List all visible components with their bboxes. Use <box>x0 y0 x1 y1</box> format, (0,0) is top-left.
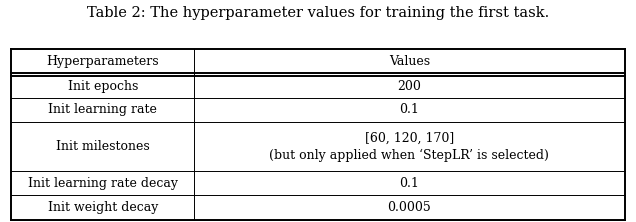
Text: Hyperparameters: Hyperparameters <box>46 55 159 67</box>
Text: 0.1: 0.1 <box>399 177 419 190</box>
Text: [60, 120, 170]
(but only applied when ‘StepLR’ is selected): [60, 120, 170] (but only applied when ‘S… <box>269 131 550 162</box>
Text: 200: 200 <box>398 80 421 93</box>
Text: Init epochs: Init epochs <box>67 80 138 93</box>
Text: Init learning rate: Init learning rate <box>48 103 157 116</box>
Text: Init learning rate decay: Init learning rate decay <box>28 177 177 190</box>
Text: Init weight decay: Init weight decay <box>48 201 158 214</box>
Text: 0.1: 0.1 <box>399 103 419 116</box>
Text: Table 2: The hyperparameter values for training the first task.: Table 2: The hyperparameter values for t… <box>87 6 549 20</box>
Text: Init milestones: Init milestones <box>56 140 149 153</box>
Text: 0.0005: 0.0005 <box>387 201 431 214</box>
Text: Values: Values <box>389 55 430 67</box>
